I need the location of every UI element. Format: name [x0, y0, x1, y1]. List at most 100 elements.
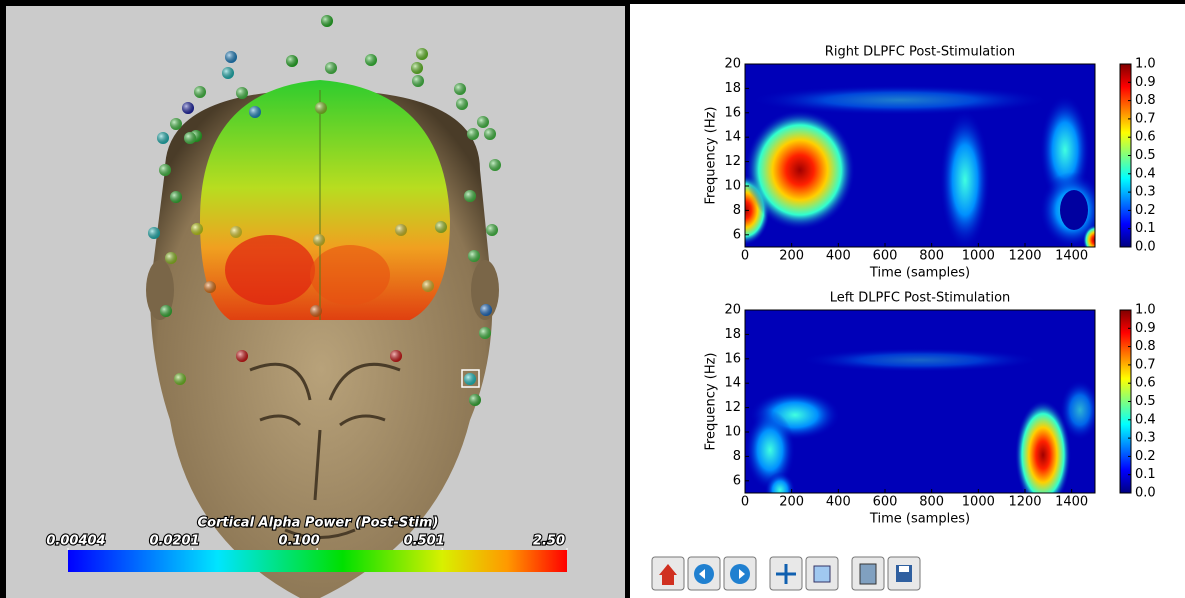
electrode-shade	[170, 118, 182, 130]
electrode-shade	[236, 350, 248, 362]
electrode-shade	[365, 54, 377, 66]
plot-panel-border	[630, 0, 1185, 4]
electrode-shade	[489, 159, 501, 171]
y-tick-label: 6	[733, 227, 741, 242]
colorbar-tick-label: 0.5	[1135, 394, 1156, 409]
y-axis-label: Frequency (Hz)	[704, 106, 719, 204]
left-colorbar-tick-label: 0.501	[404, 534, 445, 549]
electrode-shade	[159, 164, 171, 176]
y-tick-label: 8	[733, 203, 741, 218]
colorbar-tick-label: 0.1	[1135, 221, 1156, 236]
y-tick-label: 14	[724, 130, 741, 145]
x-tick-label: 400	[826, 249, 851, 264]
save-button[interactable]	[888, 557, 920, 590]
electrode-shade	[184, 132, 196, 144]
y-tick-label: 16	[724, 105, 741, 120]
electrode-shade	[411, 62, 423, 74]
electrode-shade	[464, 373, 476, 385]
electrode-shade	[435, 221, 447, 233]
colorbar-tick-label: 1.0	[1135, 57, 1156, 72]
zoom-button[interactable]	[806, 557, 838, 590]
x-tick-label: 200	[779, 495, 804, 510]
electrode-shade	[486, 224, 498, 236]
x-tick-label: 0	[741, 495, 749, 510]
electrode-shade	[160, 305, 172, 317]
x-tick-label: 400	[826, 495, 851, 510]
electrode-shade	[456, 98, 468, 110]
left-colorbar-tick-label: 2.50	[533, 534, 565, 549]
x-tick-label: 1400	[1055, 249, 1088, 264]
colorbar-tick-label: 0.1	[1135, 467, 1156, 482]
colorbar-tick-label: 0.0	[1135, 486, 1156, 501]
left-colorbar-tick-label: 0.100	[279, 534, 320, 549]
left-colorbar-title: Cortical Alpha Power (Post-Stim)	[198, 516, 439, 531]
colorbar-tick-label: 0.8	[1135, 93, 1156, 108]
y-tick-label: 10	[724, 179, 741, 194]
chart-title: Right DLPFC Post-Stimulation	[825, 45, 1015, 60]
electrode-shade	[315, 102, 327, 114]
x-tick-label: 1400	[1055, 495, 1088, 510]
x-axis-label: Time (samples)	[869, 266, 970, 281]
electrode-shade	[480, 304, 492, 316]
y-tick-label: 16	[724, 351, 741, 366]
electrode-shade	[422, 280, 434, 292]
pan-button[interactable]	[770, 557, 802, 590]
colorbar-tick-label: 0.9	[1135, 321, 1156, 336]
colorbar-tick-label: 0.7	[1135, 357, 1156, 372]
y-tick-label: 20	[724, 303, 741, 318]
colorbar-tick-label: 0.3	[1135, 185, 1156, 200]
electrode-shade	[182, 102, 194, 114]
electrode-shade	[325, 62, 337, 74]
electrode-shade	[230, 226, 242, 238]
electrode-shade	[165, 252, 177, 264]
electrode-shade	[191, 223, 203, 235]
colorbar-tick-label: 0.7	[1135, 111, 1156, 126]
electrode-shade	[469, 394, 481, 406]
left-colorbar-gradient	[68, 550, 567, 572]
chart-title: Left DLPFC Post-Stimulation	[830, 291, 1011, 306]
colorbar-tick-label: 0.9	[1135, 75, 1156, 90]
y-tick-label: 6	[733, 473, 741, 488]
electrode-shade	[249, 106, 261, 118]
x-tick-label: 600	[873, 495, 898, 510]
colorbar-tick-label: 0.5	[1135, 148, 1156, 163]
electrode-shade	[468, 250, 480, 262]
colorbar-tick-label: 0.6	[1135, 130, 1156, 145]
y-tick-label: 12	[724, 154, 741, 169]
electrode-shade	[395, 224, 407, 236]
back-button[interactable]	[688, 557, 720, 590]
colorbar-tick-label: 0.4	[1135, 166, 1156, 181]
electrode-shade	[170, 191, 182, 203]
electrode-shade	[174, 373, 186, 385]
colorbar-tick-label: 0.8	[1135, 339, 1156, 354]
electrode-shade	[321, 15, 333, 27]
colorbar-tick-label: 0.4	[1135, 412, 1156, 427]
y-tick-label: 18	[724, 327, 741, 342]
electrode-shade	[464, 190, 476, 202]
forward-button[interactable]	[724, 557, 756, 590]
colorbar-tick-label: 0.2	[1135, 203, 1156, 218]
electrode-shade	[479, 327, 491, 339]
x-tick-label: 200	[779, 249, 804, 264]
x-tick-label: 0	[741, 249, 749, 264]
y-tick-label: 14	[724, 376, 741, 391]
electrode-shade	[477, 116, 489, 128]
x-tick-label: 1000	[962, 249, 995, 264]
left-colorbar-tick-label: 0.00404	[46, 534, 105, 549]
page: Cortical Alpha Power (Post-Stim) 0.00404…	[0, 0, 1185, 598]
home-button[interactable]	[652, 557, 684, 590]
electrode-shade	[454, 83, 466, 95]
colorbar-tick-label: 0.3	[1135, 431, 1156, 446]
heatmap-image	[745, 310, 1100, 510]
electrode-shade	[484, 128, 496, 140]
x-tick-label: 800	[919, 495, 944, 510]
electrode-shade	[416, 48, 428, 60]
x-tick-label: 800	[919, 249, 944, 264]
electrode-shade	[222, 67, 234, 79]
toolbar	[652, 557, 920, 590]
y-tick-label: 20	[724, 57, 741, 72]
colorbar-tick-label: 0.2	[1135, 449, 1156, 464]
electrode-shade	[313, 234, 325, 246]
configure-button[interactable]	[852, 557, 884, 590]
heatmap-image	[720, 64, 1107, 255]
